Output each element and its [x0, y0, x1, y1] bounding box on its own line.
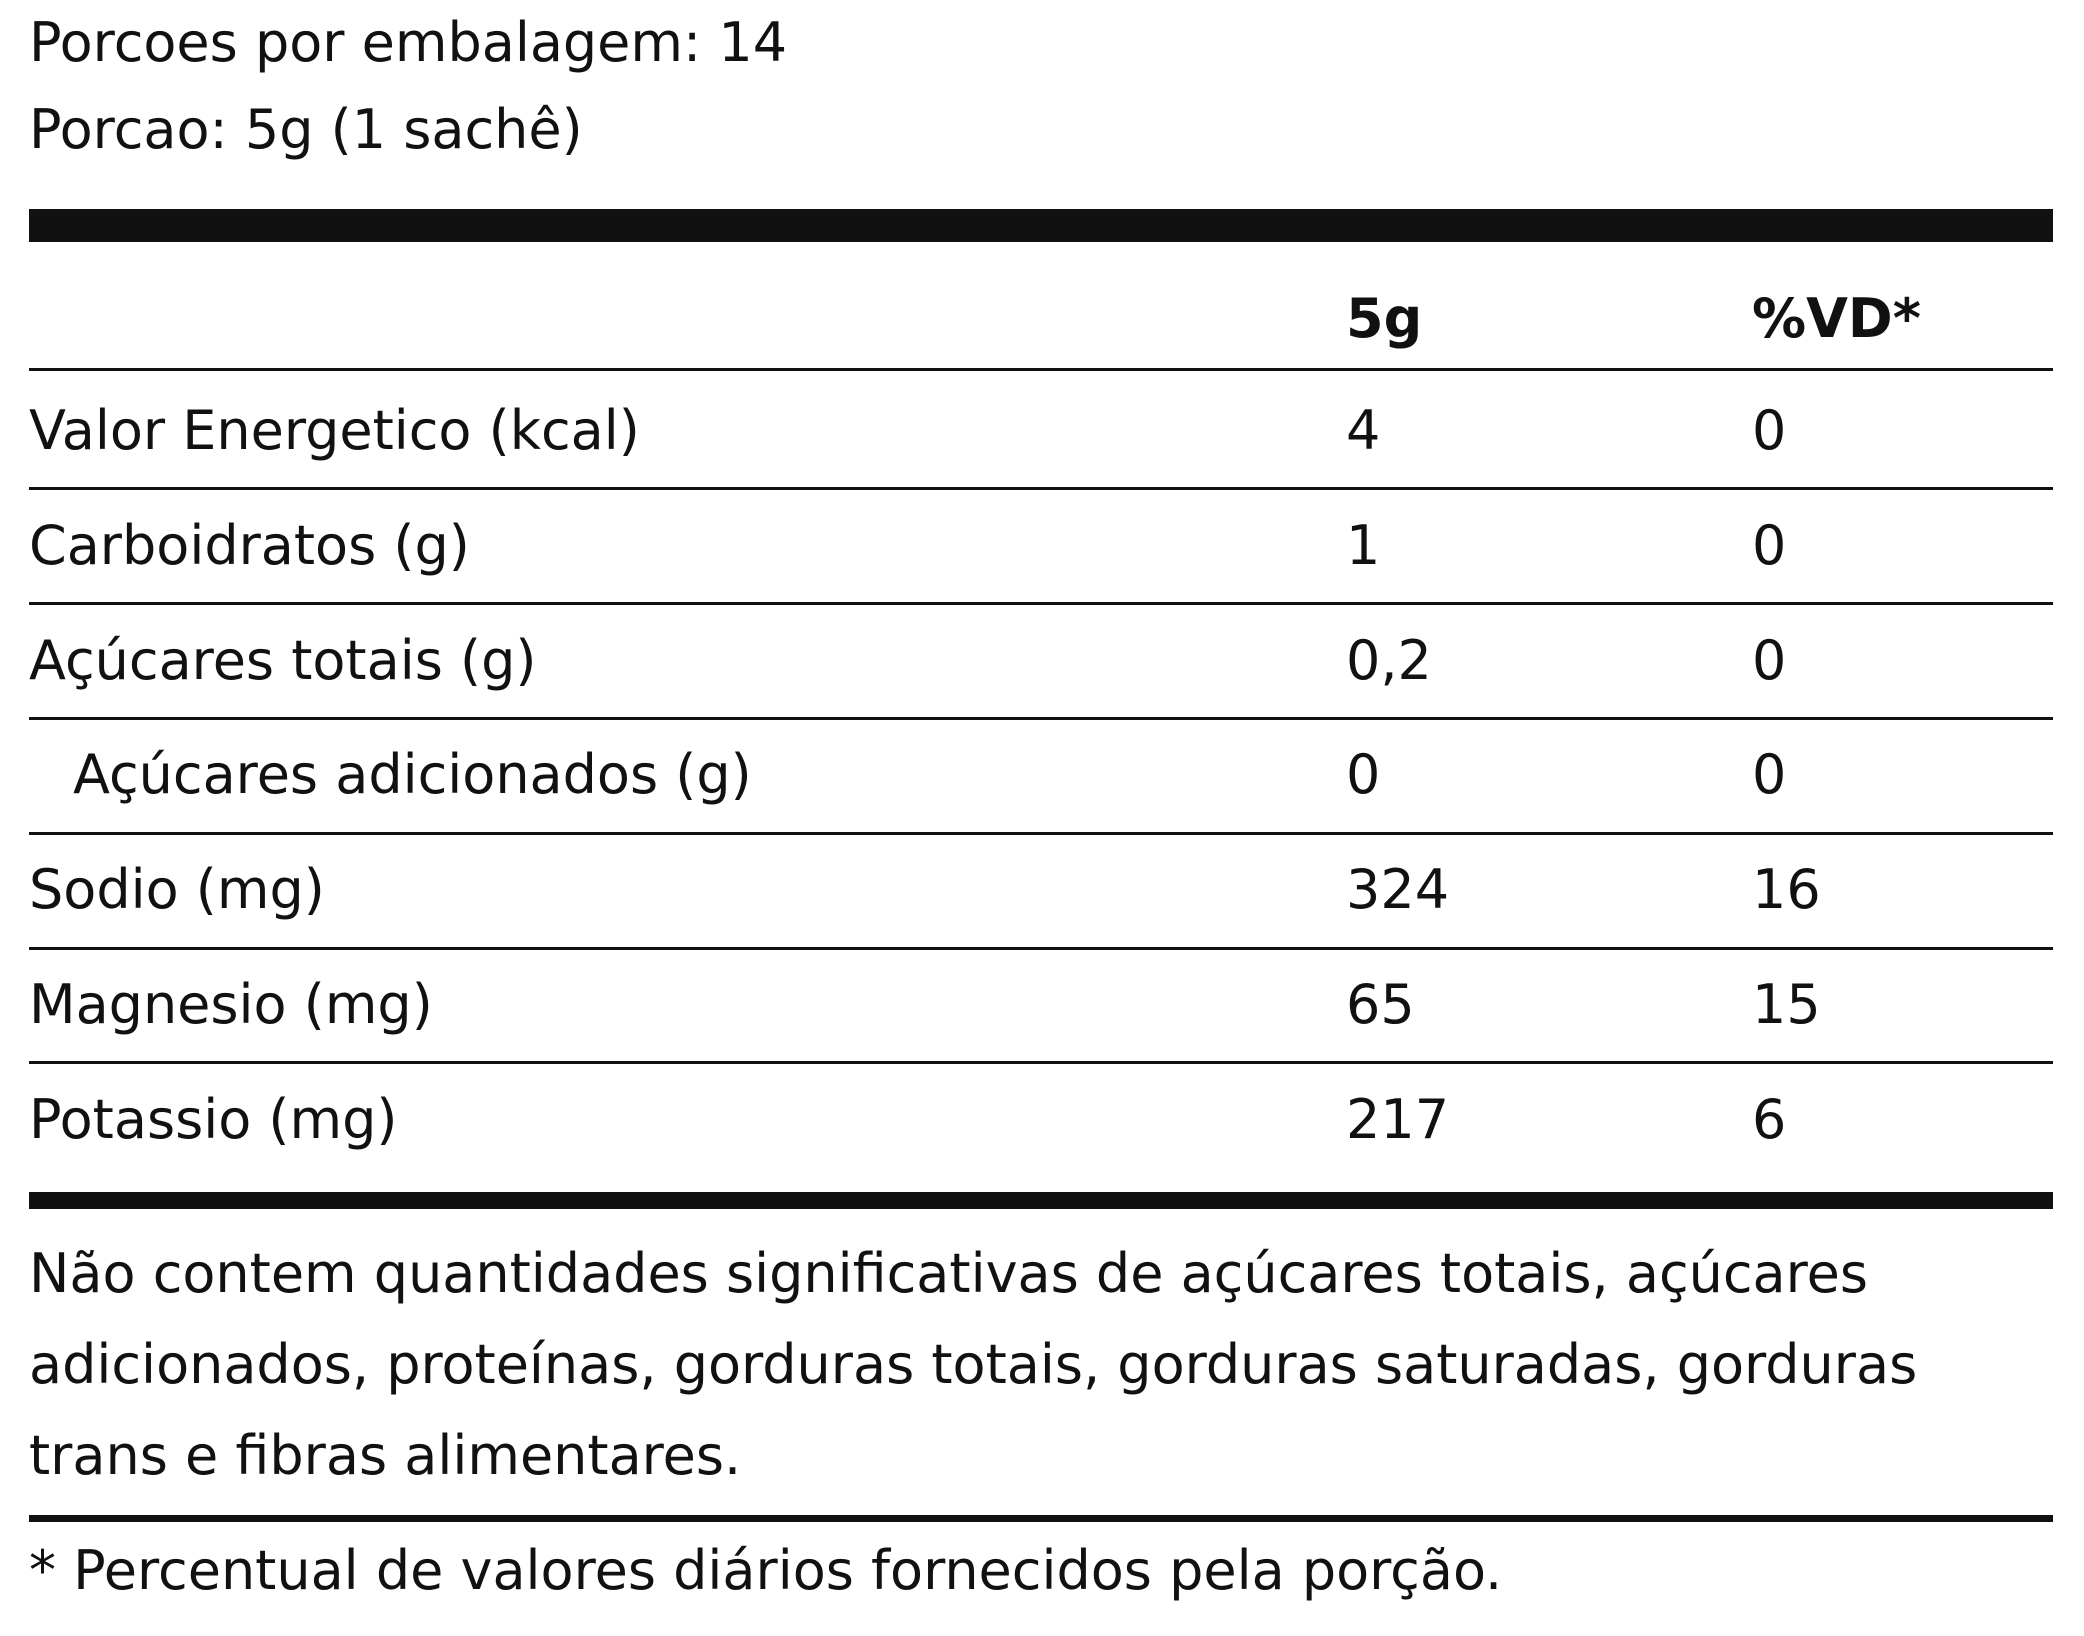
- daily-value: 0: [1752, 399, 1787, 462]
- servings-per-package: Porcoes por embalagem: 14: [29, 11, 788, 74]
- daily-value: 16: [1752, 858, 1821, 922]
- amount: 0,2: [1346, 628, 1432, 692]
- daily-value: 0: [1752, 513, 1787, 577]
- note: Não contem quantidades significativas de…: [29, 1242, 1918, 1487]
- rule: [29, 831, 2053, 835]
- rule: [29, 368, 2053, 371]
- amount: 4: [1346, 399, 1381, 462]
- amount: 1: [1346, 513, 1381, 577]
- daily-value: 6: [1752, 1087, 1787, 1151]
- rule: [29, 1515, 2053, 1522]
- amount: 217: [1346, 1087, 1450, 1151]
- footnote: * Percentual de valores diários fornecid…: [29, 1539, 1503, 1602]
- nutrient-name: Magnesio (mg): [29, 973, 433, 1036]
- thick-rule: [29, 209, 2053, 242]
- nutrient-name: Açúcares adicionados (g): [73, 743, 752, 807]
- daily-value: 0: [1752, 628, 1787, 692]
- nutrient-name: Sodio (mg): [29, 858, 325, 922]
- thick-rule: [29, 1192, 2053, 1209]
- column-header: 5g: [1346, 287, 1423, 350]
- rule: [29, 717, 2053, 720]
- nutrient-name: Açúcares totais (g): [29, 628, 537, 692]
- nutrient-name: Valor Energetico (kcal): [29, 399, 640, 462]
- amount: 324: [1346, 858, 1450, 922]
- rule: [29, 1061, 2053, 1065]
- nutrient-name: Potassio (mg): [29, 1087, 398, 1151]
- rule: [29, 602, 2053, 606]
- daily-value: 15: [1752, 973, 1821, 1036]
- amount: 0: [1346, 743, 1381, 807]
- amount: 65: [1346, 973, 1415, 1036]
- daily-value: 0: [1752, 743, 1787, 807]
- serving-size: Porcao: 5g (1 sachê): [29, 98, 583, 161]
- rule: [29, 487, 2053, 491]
- nutrient-name: Carboidratos (g): [29, 513, 470, 577]
- column-header: %VD*: [1752, 287, 1921, 350]
- rule: [29, 946, 2053, 950]
